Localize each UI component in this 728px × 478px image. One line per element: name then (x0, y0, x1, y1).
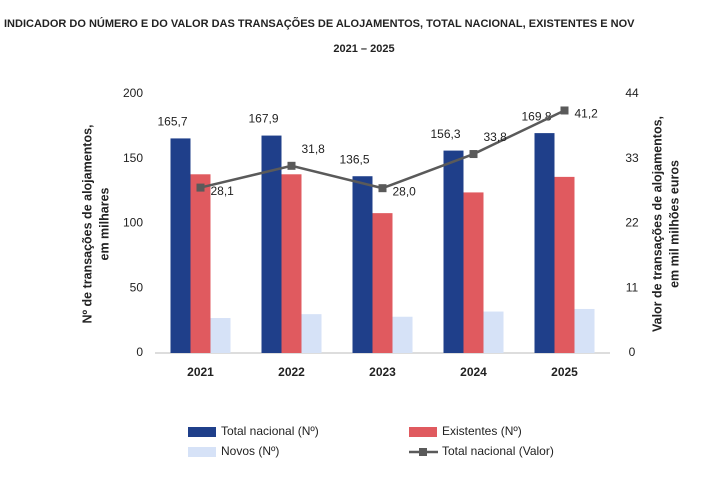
y-axis-title-line: Nº de transações de alojamentos, (80, 124, 94, 323)
bar (281, 174, 302, 353)
line-value-label: 28,0 (393, 184, 417, 198)
x-tick-label: 2025 (551, 365, 578, 379)
y-tick-label: 200 (123, 86, 143, 100)
value-label: 169,8 (521, 109, 551, 123)
y2-axis-title-line: em mil milhões euros (667, 160, 681, 288)
y2-axis-title: Valor de transações de alojamentos, em m… (650, 116, 681, 332)
x-tick-label: 2021 (187, 365, 214, 379)
y-tick-label: 50 (130, 280, 144, 294)
bar (483, 311, 504, 353)
value-label: 165,7 (157, 115, 187, 129)
line-marker (469, 150, 478, 159)
bar (443, 150, 464, 353)
bar (463, 192, 484, 353)
bar (210, 318, 231, 353)
y2-tick-label: 11 (626, 280, 639, 294)
legend-swatch (188, 427, 216, 437)
value-label: 167,9 (248, 112, 278, 126)
y2-tick-label: 33 (625, 151, 639, 165)
line-value-label: 31,8 (302, 142, 326, 156)
y-tick-label: 150 (123, 151, 143, 165)
line-value-label: 28,1 (211, 184, 235, 198)
y-tick-label: 0 (136, 345, 143, 359)
line-marker (196, 183, 205, 192)
chart-subtitle: 2021 – 2025 (333, 43, 394, 55)
legend-swatch (409, 427, 437, 437)
line-value-label: 41,2 (575, 107, 599, 121)
bar (261, 135, 282, 353)
legend-label: Existentes (Nº) (442, 424, 522, 438)
legend-label: Total nacional (Valor) (442, 444, 554, 458)
bar (574, 308, 595, 353)
x-tick-label: 2022 (278, 365, 305, 379)
y2-tick-label: 44 (625, 86, 639, 100)
y2-tick-label: 0 (629, 345, 636, 359)
x-tick-label: 2024 (460, 365, 487, 379)
bar (554, 176, 575, 353)
bar (392, 316, 413, 353)
y2-axis-title-line: Valor de transações de alojamentos, (650, 116, 664, 332)
line-marker (378, 184, 387, 193)
legend-label: Novos (Nº) (221, 444, 279, 458)
x-tick-label: 2023 (369, 365, 396, 379)
bar (534, 133, 555, 353)
legend-marker (419, 448, 427, 456)
y-axis-title-line: em milhares (97, 187, 111, 260)
value-label: 136,5 (339, 152, 369, 166)
value-label: 156,3 (430, 127, 460, 141)
y-axis-title: Nº de transações de alojamentos, em milh… (80, 124, 111, 323)
legend-label: Total nacional (Nº) (221, 424, 319, 438)
chart-title: INDICADOR DO NÚMERO E DO VALOR DAS TRANS… (4, 17, 635, 30)
y2-tick-label: 22 (625, 216, 639, 230)
line-marker (560, 106, 569, 115)
line-marker (287, 161, 296, 170)
bar (372, 213, 393, 353)
legend-swatch (188, 447, 216, 457)
bar (190, 174, 211, 353)
bar (352, 176, 373, 353)
bar (170, 138, 191, 353)
line-value-label: 33,8 (484, 130, 508, 144)
y-tick-label: 100 (123, 216, 143, 230)
bar (301, 314, 322, 353)
